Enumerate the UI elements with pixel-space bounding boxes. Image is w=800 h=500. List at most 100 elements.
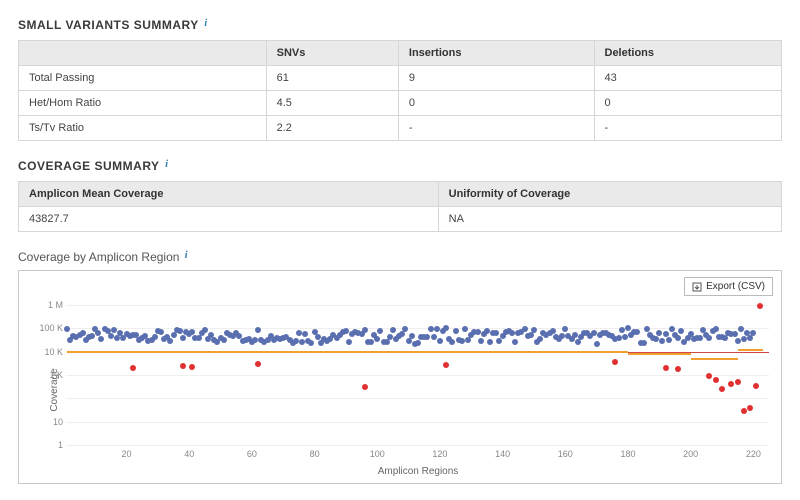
- cell-del[interactable]: 0: [594, 91, 782, 116]
- table-row: Total Passing61943: [19, 66, 782, 91]
- x-tick-label: 140: [495, 449, 510, 459]
- col-del: Deletions: [594, 41, 782, 66]
- x-tick-label: 220: [746, 449, 761, 459]
- y-tick-label: 1 M: [37, 300, 63, 310]
- export-icon: [692, 282, 702, 292]
- x-tick-label: 120: [432, 449, 447, 459]
- data-point-blue: [653, 336, 659, 342]
- y-tick-label: 10: [37, 417, 63, 427]
- gridline: [67, 398, 769, 399]
- y-tick-label: 1: [37, 440, 63, 450]
- data-point-red: [706, 373, 712, 379]
- data-point-blue: [443, 325, 449, 331]
- data-point-red: [189, 364, 195, 370]
- data-point-blue: [374, 336, 380, 342]
- data-point-red: [747, 405, 753, 411]
- data-point-blue: [706, 335, 712, 341]
- data-point-blue: [98, 336, 104, 342]
- data-point-blue: [293, 338, 299, 344]
- x-tick-label: 60: [247, 449, 257, 459]
- data-point-blue: [678, 328, 684, 334]
- data-point-blue: [302, 331, 308, 337]
- data-point-blue: [402, 326, 408, 332]
- data-point-blue: [478, 338, 484, 344]
- data-point-blue: [697, 335, 703, 341]
- col-ins: Insertions: [398, 41, 594, 66]
- data-point-red-outlier: [757, 303, 763, 309]
- chart-subtitle-text: Coverage by Amplicon Region: [18, 250, 179, 264]
- data-point-blue: [89, 333, 95, 339]
- cell-uniformity: NA: [438, 207, 781, 232]
- y-tick-label: 100 K: [37, 323, 63, 333]
- data-point-red: [741, 408, 747, 414]
- orange-trace: [691, 358, 738, 360]
- data-point-blue: [255, 327, 261, 333]
- data-point-blue: [424, 334, 430, 340]
- data-point-blue: [299, 339, 305, 345]
- x-tick-label: 180: [620, 449, 635, 459]
- info-icon[interactable]: i: [204, 18, 207, 29]
- gridline: [67, 445, 769, 446]
- data-point-blue: [522, 326, 528, 332]
- table-header-row: Amplicon Mean Coverage Uniformity of Cov…: [19, 182, 782, 207]
- data-point-blue: [634, 329, 640, 335]
- data-point-blue: [362, 327, 368, 333]
- data-point-blue: [666, 337, 672, 343]
- info-icon[interactable]: i: [185, 250, 188, 261]
- data-point-blue: [732, 331, 738, 337]
- data-point-red: [735, 379, 741, 385]
- data-point-blue: [622, 334, 628, 340]
- data-point-blue: [252, 337, 258, 343]
- coverage-table: Amplicon Mean Coverage Uniformity of Cov…: [18, 181, 782, 232]
- data-point-blue: [343, 328, 349, 334]
- data-point-blue: [575, 339, 581, 345]
- x-tick-label: 20: [122, 449, 132, 459]
- export-csv-button[interactable]: Export (CSV): [684, 277, 773, 296]
- table-row: 43827.7 NA: [19, 207, 782, 232]
- data-point-blue: [409, 333, 415, 339]
- data-point-blue: [531, 327, 537, 333]
- row-label: Ts/Tv Ratio: [19, 116, 267, 141]
- x-axis-label: Amplicon Regions: [67, 466, 769, 477]
- data-point-blue: [406, 338, 412, 344]
- data-point-blue: [415, 340, 421, 346]
- data-point-red: [728, 381, 734, 387]
- data-point-blue: [475, 329, 481, 335]
- variants-summary-heading: SMALL VARIANTS SUMMARY i: [18, 18, 782, 32]
- data-point-blue: [152, 334, 158, 340]
- col-uniformity: Uniformity of Coverage: [438, 182, 781, 207]
- variants-title-text: SMALL VARIANTS SUMMARY: [18, 18, 199, 32]
- chart-plot-area: Coverage 1101 K10 K100 K1 M2040608010012…: [67, 305, 769, 475]
- data-point-blue: [437, 338, 443, 344]
- coverage-title-text: COVERAGE SUMMARY: [18, 159, 159, 173]
- data-point-blue: [641, 340, 647, 346]
- data-point-blue: [528, 332, 534, 338]
- data-point-blue: [484, 328, 490, 334]
- data-point-blue: [741, 336, 747, 342]
- cell-snv: 2.2: [266, 116, 398, 141]
- data-point-blue: [202, 327, 208, 333]
- x-tick-label: 200: [683, 449, 698, 459]
- x-tick-label: 80: [310, 449, 320, 459]
- cell-ins: -: [398, 116, 594, 141]
- data-point-blue: [80, 330, 86, 336]
- data-point-blue: [594, 341, 600, 347]
- table-row: Het/Hom Ratio4.500: [19, 91, 782, 116]
- data-point-blue: [346, 339, 352, 345]
- data-point-red: [719, 386, 725, 392]
- data-point-blue: [537, 336, 543, 342]
- data-point-blue: [659, 338, 665, 344]
- row-label: Total Passing: [19, 66, 267, 91]
- data-point-blue: [180, 335, 186, 341]
- data-point-blue: [390, 327, 396, 333]
- orange-trace: [628, 353, 691, 355]
- data-point-red: [443, 362, 449, 368]
- data-point-red: [362, 384, 368, 390]
- gridline: [67, 422, 769, 423]
- data-point-blue: [64, 326, 70, 332]
- data-point-blue: [158, 329, 164, 335]
- data-point-blue: [449, 339, 455, 345]
- data-point-blue: [459, 338, 465, 344]
- data-point-blue: [738, 326, 744, 332]
- info-icon[interactable]: i: [165, 159, 168, 170]
